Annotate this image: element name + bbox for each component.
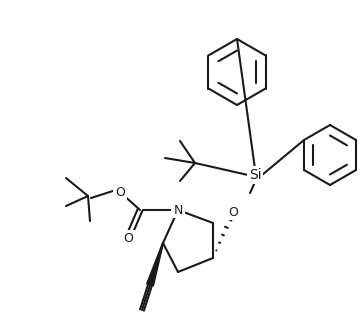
Text: Si: Si <box>249 168 261 182</box>
Text: O: O <box>123 231 133 244</box>
Text: O: O <box>115 185 125 198</box>
Text: N: N <box>173 203 183 216</box>
Text: O: O <box>228 205 238 218</box>
Polygon shape <box>150 243 163 285</box>
Polygon shape <box>147 243 163 286</box>
